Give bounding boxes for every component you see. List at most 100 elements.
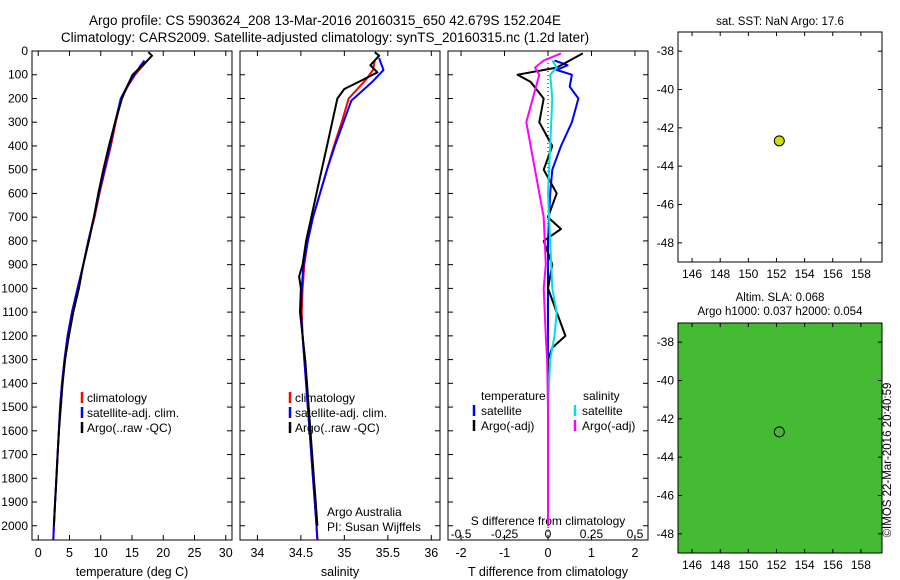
header-line-1: Argo profile: CS 5903624_208 13-Mar-2016… <box>88 13 562 28</box>
depth-tick-label: 800 <box>8 234 28 248</box>
temperature-legend-label: climatology <box>87 391 147 405</box>
difference-series-satellite-temperature <box>547 59 580 526</box>
sla-map-lat-label: -38 <box>657 335 675 349</box>
difference-x-axis-label: T difference from climatology <box>468 565 629 579</box>
temperature-x-tick-label: 15 <box>125 546 139 560</box>
difference-legend-label: satellite <box>582 404 623 418</box>
difference-series-satellite-salinity <box>547 59 558 526</box>
temperature-axes-frame <box>31 50 233 541</box>
sla-map-lon-label: 150 <box>738 558 758 572</box>
difference-legend-label: Argo(-adj) <box>582 419 635 433</box>
credit-argo-australia: Argo Australia <box>327 505 402 519</box>
depth-tick-label: 300 <box>8 115 28 129</box>
sla-map-lon-label: 158 <box>851 558 871 572</box>
sst-map-lat-label: -48 <box>657 236 675 250</box>
difference-s-tick-label: 0.25 <box>580 527 604 541</box>
argo-float-marker <box>773 426 785 438</box>
credit-pi: PI: Susan Wijffels <box>327 520 421 534</box>
temperature-x-tick-label: 10 <box>94 546 108 560</box>
depth-tick-label: 600 <box>8 186 28 200</box>
difference-series-argo-adj--salinity <box>525 52 562 526</box>
sla-map-title-line-2: Argo h1000: 0.037 h2000: 0.054 <box>698 306 864 318</box>
sla-map-lon-label: 152 <box>766 558 786 572</box>
salinity-x-tick-label: 34 <box>250 546 264 560</box>
sla-map-lon-label: 154 <box>795 558 815 572</box>
sst-map-lon-label: 150 <box>738 267 758 281</box>
salinity-x-tick-label: 36 <box>424 546 438 560</box>
depth-tick-label: 1300 <box>1 353 28 367</box>
temperature-legend-label: Argo(..raw -QC) <box>87 421 172 435</box>
temperature-x-tick-label: 0 <box>35 546 42 560</box>
difference-x-tick-label: -2 <box>455 546 466 560</box>
salinity-x-axis-label: salinity <box>321 565 360 579</box>
depth-tick-label: 400 <box>8 139 28 153</box>
depth-tick-label: 1800 <box>1 471 28 485</box>
sst-map-lat-label: -38 <box>657 44 675 58</box>
sst-map-lat-label: -40 <box>657 83 675 97</box>
depth-tick-label: 1200 <box>1 329 28 343</box>
difference-legend-label: satellite <box>481 404 522 418</box>
difference-s-tick-label: -0.5 <box>451 527 472 541</box>
salinity-x-tick-label: 35.5 <box>376 546 400 560</box>
difference-series-argo-adj--temperature <box>516 52 584 526</box>
salinity-series-argo-raw-qc- <box>298 51 381 526</box>
depth-tick-label: 1100 <box>2 305 28 319</box>
depth-tick-label: 2000 <box>1 519 28 533</box>
depth-tick-label: 1700 <box>1 448 28 462</box>
argo-float-marker <box>773 135 785 147</box>
difference-legend-label: Argo(-adj) <box>481 419 534 433</box>
sla-background <box>678 323 882 553</box>
salinity-legend-label: satellite-adj. clim. <box>295 406 387 420</box>
sla-map-lat-label: -44 <box>657 450 675 464</box>
sst-map-lon-label: 154 <box>795 267 815 281</box>
difference-s-tick-label: -0.25 <box>491 527 519 541</box>
sla-map-lat-label: -48 <box>657 527 675 541</box>
salinity-x-tick-label: 34.5 <box>289 546 313 560</box>
difference-legend-header-salinity: salinity <box>583 389 620 403</box>
difference-legend-header-temperature: temperature <box>481 389 546 403</box>
imos-timestamp: ©IMOS 22-Mar-2016 20:40:59 <box>882 383 894 538</box>
sla-map-lat-label: -42 <box>657 412 675 426</box>
depth-tick-label: 100 <box>8 68 28 82</box>
sla-map-frame <box>677 322 883 554</box>
sla-map-lon-label: 148 <box>710 558 730 572</box>
depth-tick-label: 200 <box>8 91 28 105</box>
sst-background <box>678 32 882 262</box>
sla-map-title-line-1: Altim. SLA: 0.068 <box>736 292 825 304</box>
depth-tick-label: 900 <box>8 258 28 272</box>
temperature-x-axis-label: temperature (deg C) <box>76 565 189 579</box>
sst-map-title: sat. SST: NaN Argo: 17.6 <box>716 16 844 28</box>
sst-map-frame <box>677 31 883 263</box>
salinity-x-tick-label: 35 <box>337 546 351 560</box>
temperature-x-tick-label: 25 <box>188 546 202 560</box>
sst-map-lon-label: 146 <box>682 267 702 281</box>
difference-x-tick-label: 0 <box>545 546 552 560</box>
temperature-series-argo-raw-qc- <box>52 51 153 526</box>
depth-tick-label: 1600 <box>1 424 28 438</box>
depth-tick-label: 1000 <box>1 281 28 295</box>
sla-map-lat-label: -40 <box>657 374 675 388</box>
temperature-x-tick-label: 30 <box>219 546 233 560</box>
depth-tick-label: 700 <box>8 210 28 224</box>
depth-tick-label: 0 <box>21 44 28 58</box>
temperature-legend-label: satellite-adj. clim. <box>87 406 179 420</box>
sst-map-lon-label: 158 <box>851 267 871 281</box>
difference-x-tick-label: 1 <box>588 546 595 560</box>
depth-tick-label: 500 <box>8 163 28 177</box>
sst-map-lon-label: 148 <box>710 267 730 281</box>
sla-map-lon-label: 146 <box>682 558 702 572</box>
salinity-legend-label: Argo(..raw -QC) <box>295 421 380 435</box>
sst-map-lat-label: -46 <box>657 198 675 212</box>
sst-map-lat-label: -42 <box>657 121 675 135</box>
depth-tick-label: 1400 <box>1 376 28 390</box>
sla-map-lon-label: 156 <box>823 558 843 572</box>
sst-map-lon-label: 156 <box>823 267 843 281</box>
sst-map-lat-label: -44 <box>657 159 675 173</box>
difference-s-tick-label: 0.5 <box>627 527 644 541</box>
difference-x-tick-label: -1 <box>499 546 510 560</box>
depth-tick-label: 1500 <box>1 400 28 414</box>
sst-map-lon-label: 152 <box>766 267 786 281</box>
difference-x-tick-label: 2 <box>631 546 638 560</box>
temperature-x-tick-label: 20 <box>156 546 170 560</box>
